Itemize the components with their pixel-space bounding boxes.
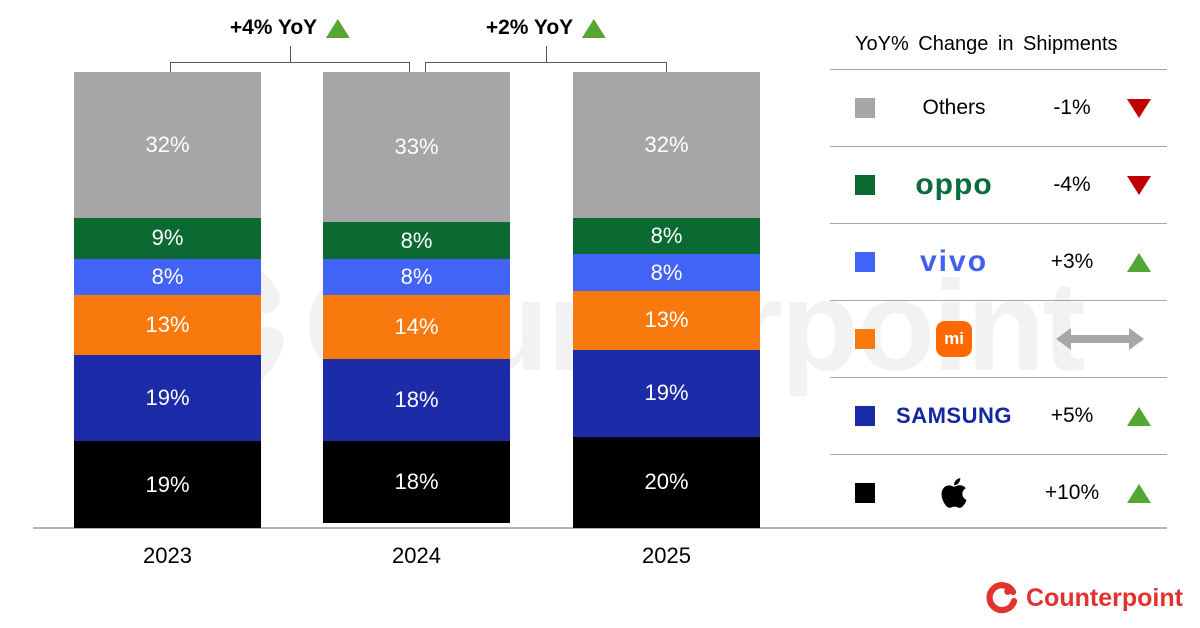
segment-value-label: 19% xyxy=(644,380,689,406)
xiaomi-swatch xyxy=(855,329,875,349)
segment-apple-2025: 20% xyxy=(573,436,760,528)
segment-others-2025: 32% xyxy=(573,72,760,218)
legend-row-samsung: SAMSUNG +5% xyxy=(830,377,1167,454)
bracket-tick xyxy=(666,62,667,73)
oppo-logo: oppo xyxy=(915,168,993,201)
flat-trend-arrow-icon xyxy=(1056,328,1144,350)
segment-samsung-2024: 18% xyxy=(323,359,510,442)
segment-oppo-2023: 9% xyxy=(74,217,261,259)
segment-oppo-2024: 8% xyxy=(323,222,510,259)
bracket-tick xyxy=(546,46,547,62)
yoy-annotation-label: +4% YoY xyxy=(229,16,318,39)
bracket-tick xyxy=(170,62,171,73)
samsung-logo: SAMSUNG xyxy=(896,403,1012,428)
segment-value-label: 19% xyxy=(145,471,190,497)
segment-value-label: 8% xyxy=(650,223,683,249)
trend-down-icon xyxy=(1127,98,1151,118)
stacked-bar-2025: 32% 8% 8% 13% 19% 20% xyxy=(573,72,760,528)
segment-xiaomi-2023: 13% xyxy=(74,295,261,355)
samsung-change: +5% xyxy=(1050,404,1094,427)
yoy-annotation-label: +2% YoY xyxy=(485,16,574,39)
segment-value-label: 32% xyxy=(145,131,190,157)
segment-samsung-2023: 19% xyxy=(74,354,261,442)
legend-row-vivo: vivo +3% xyxy=(830,223,1167,300)
segment-apple-2023: 19% xyxy=(74,441,261,528)
segment-value-label: 9% xyxy=(151,225,184,251)
x-axis-label-2025: 2025 xyxy=(642,543,691,568)
oppo-change: -4% xyxy=(1053,173,1091,196)
segment-apple-2024: 18% xyxy=(323,441,510,524)
legend-panel: YoY% Change in Shipments Others -1% oppo… xyxy=(830,20,1167,531)
bracket-tick xyxy=(425,62,426,73)
others-change: -1% xyxy=(1053,96,1091,119)
segment-value-label: 8% xyxy=(151,264,184,290)
others-swatch xyxy=(855,98,875,118)
segment-value-label: 18% xyxy=(394,469,439,495)
segment-value-label: 8% xyxy=(400,227,433,253)
segment-value-label: 32% xyxy=(644,131,689,157)
trend-up-icon xyxy=(1127,483,1151,503)
trend-up-icon xyxy=(582,18,607,38)
segment-others-2023: 32% xyxy=(74,72,261,218)
counterpoint-ring-icon xyxy=(986,582,1018,614)
segment-value-label: 13% xyxy=(145,312,190,338)
segment-value-label: 20% xyxy=(644,469,689,495)
segment-value-label: 8% xyxy=(650,259,683,285)
vivo-swatch xyxy=(855,252,875,272)
samsung-swatch xyxy=(855,406,875,426)
apple-logo-icon xyxy=(941,478,967,508)
stacked-bar-2023: 32% 9% 8% 13% 19% 19% xyxy=(74,72,261,528)
yoy-annotation-2025: +2% YoY xyxy=(485,16,607,40)
apple-change: +10% xyxy=(1044,481,1100,504)
segment-value-label: 19% xyxy=(145,384,190,410)
legend-row-xiaomi: mi xyxy=(830,300,1167,377)
legend-row-apple: +10% xyxy=(830,454,1167,531)
segment-value-label: 33% xyxy=(394,134,439,160)
segment-others-2024: 33% xyxy=(323,72,510,223)
segment-xiaomi-2024: 14% xyxy=(323,295,510,360)
segment-value-label: 13% xyxy=(644,307,689,333)
segment-value-label: 14% xyxy=(394,314,439,340)
segment-xiaomi-2025: 13% xyxy=(573,290,760,351)
vivo-change: +3% xyxy=(1050,250,1094,273)
legend-row-oppo: oppo -4% xyxy=(830,146,1167,223)
x-axis-label-2024: 2024 xyxy=(392,543,441,568)
trend-up-icon xyxy=(1127,252,1151,272)
counterpoint-logo-text: Counterpoint xyxy=(1026,583,1183,612)
bracket-tick xyxy=(409,62,410,73)
counterpoint-logo: Counterpoint xyxy=(986,582,1183,614)
segment-vivo-2025: 8% xyxy=(573,254,760,291)
oppo-swatch xyxy=(855,175,875,195)
others-label: Others xyxy=(922,96,986,119)
segment-value-label: 8% xyxy=(400,264,433,290)
segment-vivo-2024: 8% xyxy=(323,258,510,296)
vivo-logo: vivo xyxy=(919,245,989,278)
yoy-annotation-2024: +4% YoY xyxy=(229,16,351,40)
segment-samsung-2025: 19% xyxy=(573,350,760,437)
yoy-bracket-2023-2024 xyxy=(170,62,410,63)
segment-vivo-2023: 8% xyxy=(74,258,261,296)
x-axis-line xyxy=(33,527,1167,529)
trend-up-icon xyxy=(1127,406,1151,426)
apple-swatch xyxy=(855,483,875,503)
xiaomi-mi-logo: mi xyxy=(936,321,972,357)
x-axis-label-2023: 2023 xyxy=(143,543,192,568)
stacked-bar-2024: 33% 8% 8% 14% 18% 18% xyxy=(323,72,510,528)
legend-title: YoY% Change in Shipments xyxy=(855,33,1118,55)
trend-up-icon xyxy=(326,18,351,38)
segment-oppo-2025: 8% xyxy=(573,217,760,255)
yoy-bracket-2024-2025 xyxy=(425,62,667,63)
legend-row-others: Others -1% xyxy=(830,69,1167,146)
trend-down-icon xyxy=(1127,175,1151,195)
segment-value-label: 18% xyxy=(394,387,439,413)
bracket-tick xyxy=(290,46,291,62)
